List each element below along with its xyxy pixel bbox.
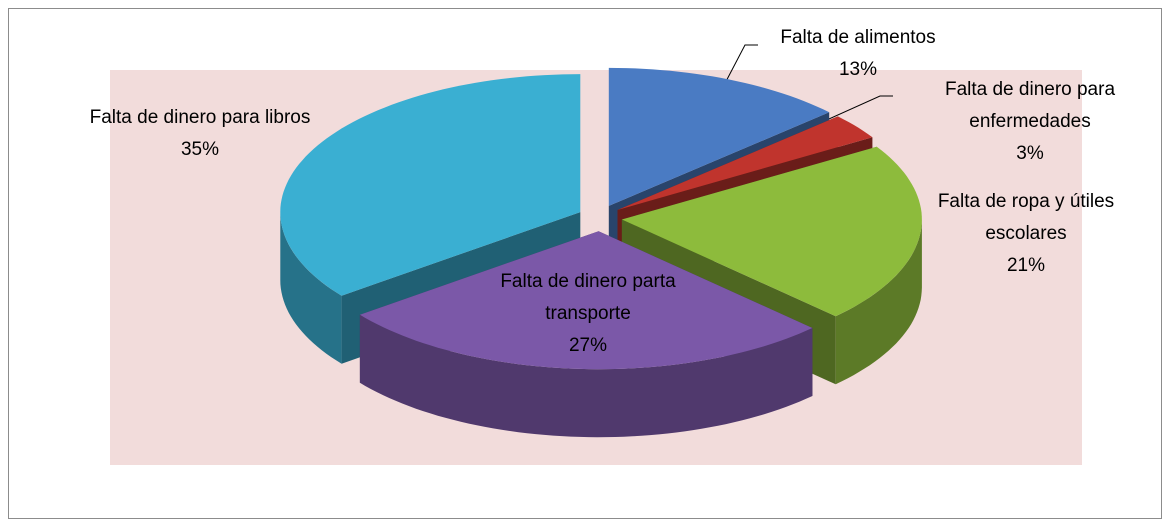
- data-label: Falta de ropa y útiles escolares 21%: [936, 186, 1116, 282]
- chart-frame: [8, 8, 1162, 519]
- data-label: Falta de dinero parta transporte 27%: [493, 266, 683, 362]
- category-label: Falta de dinero para enfermedades: [944, 79, 1116, 132]
- slice-wall: [359, 314, 813, 438]
- category-label: Falta de ropa y útiles escolares: [937, 191, 1115, 244]
- category-label: Falta de dinero para libros: [89, 107, 311, 128]
- percent-label: 21%: [1006, 255, 1046, 276]
- percent-label: 27%: [568, 335, 608, 356]
- category-label: Falta de dinero parta transporte: [500, 271, 676, 324]
- slice-top: [617, 116, 873, 210]
- data-label: Falta de alimentos 13%: [738, 22, 978, 86]
- data-label: Falta de dinero para enfermedades 3%: [890, 74, 1170, 170]
- percent-label: 3%: [1016, 143, 1044, 164]
- slice-top: [359, 231, 813, 370]
- category-label: Falta de alimentos: [780, 27, 936, 48]
- slice-top: [608, 67, 830, 206]
- pie-slice: [359, 231, 813, 438]
- slice-wall: [835, 219, 922, 385]
- data-label: Falta de dinero para libros 35%: [80, 102, 320, 166]
- percent-label: 13%: [838, 59, 878, 80]
- slice-top: [280, 74, 581, 296]
- percent-label: 35%: [180, 139, 220, 160]
- slice-wall: [280, 212, 342, 364]
- slice-top: [621, 146, 922, 317]
